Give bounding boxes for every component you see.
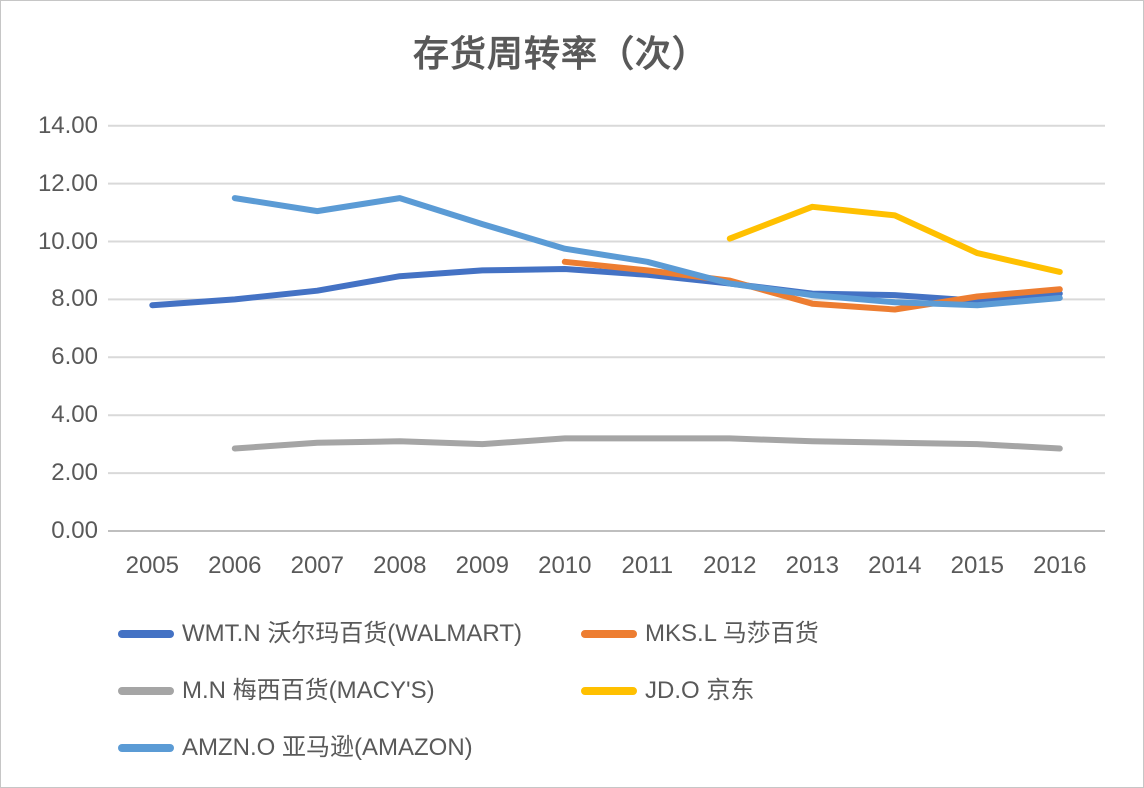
x-tick-label: 2012 [703,552,757,579]
series-line-1 [561,258,1063,313]
x-tick-label: 2007 [290,552,344,579]
x-tick-label: 2009 [455,552,509,579]
x-tick-label: 2015 [950,552,1004,579]
y-tick-label: 8.00 [51,285,98,313]
legend-swatch [118,687,174,695]
x-tick-label: 2011 [621,552,674,579]
y-tick-label: 0.00 [51,517,98,544]
y-tick-label: 4.00 [51,401,98,429]
x-tick-label: 2005 [125,552,179,579]
series-line-0 [149,266,1063,309]
x-tick-label: 2008 [373,552,427,579]
y-tick-label: 12.00 [37,169,98,197]
x-tick-label: 2013 [785,552,839,579]
y-tick-label: 14.00 [37,111,98,139]
legend-label: AMZN.O 亚马逊(AMAZON) [182,734,473,761]
legend-label: JD.O 京东 [645,677,755,704]
series-line-3 [726,203,1063,275]
x-tick-label: 2006 [208,552,262,579]
chart-title: 存货周转率（次） [412,33,709,74]
legend-swatch [118,630,174,638]
y-tick-label: 10.00 [37,227,98,255]
y-tick-label: 2.00 [51,459,98,487]
legend-swatch [118,744,174,752]
legend-label: M.N 梅西百货(MACY'S) [182,677,435,704]
y-tick-label: 6.00 [51,343,98,371]
x-tick-label: 2010 [538,552,592,579]
legend-swatch [581,687,637,695]
legend-label: WMT.N 沃尔玛百货(WALMART) [182,620,522,647]
x-tick-label: 2014 [868,552,922,579]
series-line-2 [231,435,1063,452]
legend-swatch [581,630,637,638]
x-tick-label: 2016 [1033,552,1087,579]
legend-label: MKS.L 马莎百货 [645,620,819,647]
series-line-4 [231,195,1063,309]
